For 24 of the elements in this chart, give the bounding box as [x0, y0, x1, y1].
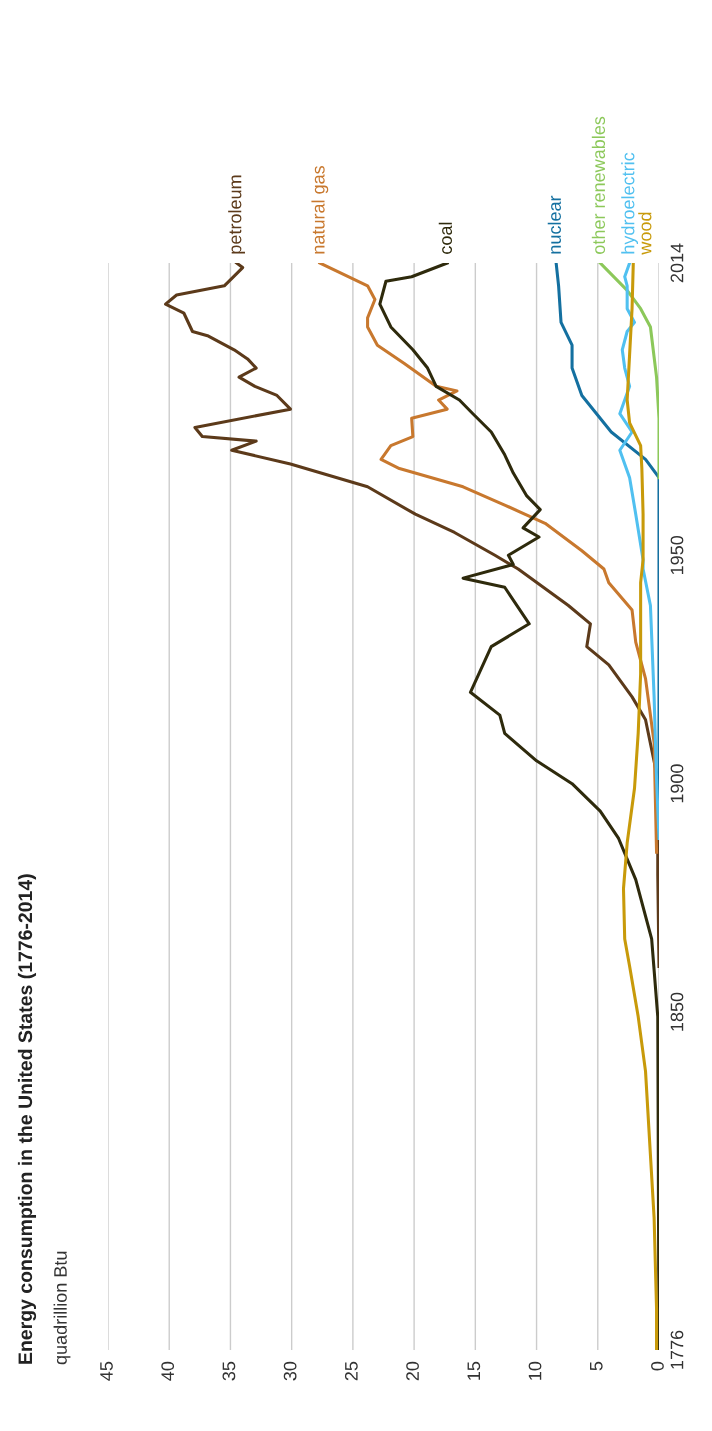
y-tick-label: 2014 [670, 243, 684, 283]
x-tick-label: 5 [590, 1361, 603, 1371]
x-tick-label: 15 [467, 1361, 481, 1380]
y-axis-title: quadrillion Btu [53, 1251, 71, 1365]
x-tick-label: 40 [161, 1361, 175, 1381]
text: coal [438, 222, 453, 254]
text: nuclear [547, 195, 561, 254]
text: wood [638, 212, 652, 255]
text: other renewables [591, 116, 606, 254]
x-tick-label: 45 [100, 1361, 113, 1381]
text: hydroelectric [621, 152, 639, 254]
y-tick-label: 1900 [670, 764, 684, 803]
x-tick-label: 25 [344, 1361, 358, 1381]
x-tick-label: 30 [283, 1361, 297, 1381]
x-tick-label: 0 [651, 1361, 664, 1371]
x-tick-label: 10 [528, 1361, 542, 1380]
x-tick-label: 35 [222, 1361, 236, 1381]
y-tick-label: 1950 [670, 535, 684, 575]
x-tick-label: 20 [406, 1361, 419, 1381]
y-tick-label: 1850 [670, 992, 684, 1031]
y-tick-label: 1776 [670, 1330, 684, 1369]
text: Energy consumption in the United States (1776-2014) [17, 874, 37, 1364]
text: petroleum [228, 175, 245, 254]
text: natural gas [311, 165, 329, 254]
